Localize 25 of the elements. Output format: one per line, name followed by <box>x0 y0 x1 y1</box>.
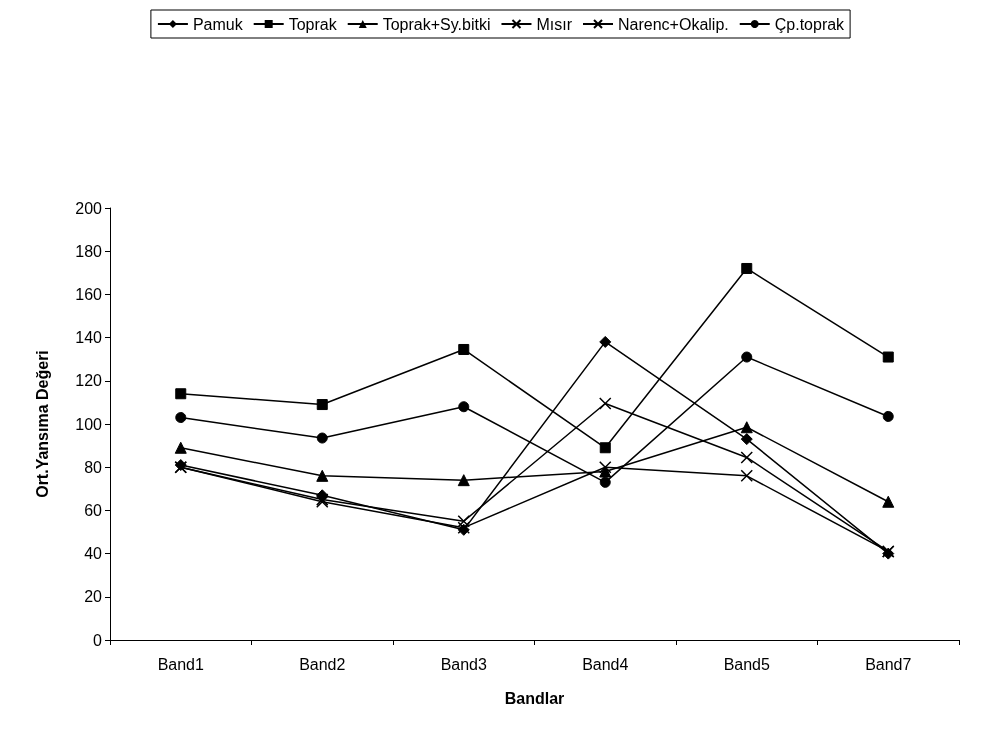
y-tick-label: 100 <box>75 415 103 433</box>
y-tick-label: 160 <box>75 285 103 303</box>
legend-label: Çp.toprak <box>774 15 846 33</box>
y-tick-label: 180 <box>75 242 103 260</box>
legend-label: Mısır <box>536 15 573 33</box>
legend-label: Pamuk <box>192 15 244 33</box>
x-axis-title: Bandlar <box>504 689 565 707</box>
x-tick-label: Band4 <box>582 655 629 673</box>
x-tick-label: Band1 <box>157 655 204 673</box>
y-tick-label: 120 <box>75 372 103 390</box>
x-tick-label: Band2 <box>299 655 346 673</box>
y-tick-label: 40 <box>84 545 103 563</box>
y-tick-label: 20 <box>84 588 103 606</box>
legend-label: Toprak+Sy.bitki <box>382 15 491 33</box>
y-tick-label: 80 <box>84 458 103 476</box>
y-tick-label: 200 <box>75 199 103 217</box>
legend-label: Toprak <box>288 15 338 33</box>
y-tick-label: 140 <box>75 329 103 347</box>
x-tick-label: Band5 <box>723 655 770 673</box>
y-tick-label: 60 <box>84 501 103 519</box>
legend-label: Narenc+Okalip. <box>618 15 729 33</box>
y-axis-title: Ort.Yansıma Değeri <box>33 350 51 498</box>
x-tick-label: Band7 <box>865 655 912 673</box>
y-tick-label: 0 <box>93 631 103 649</box>
x-tick-label: Band3 <box>440 655 487 673</box>
